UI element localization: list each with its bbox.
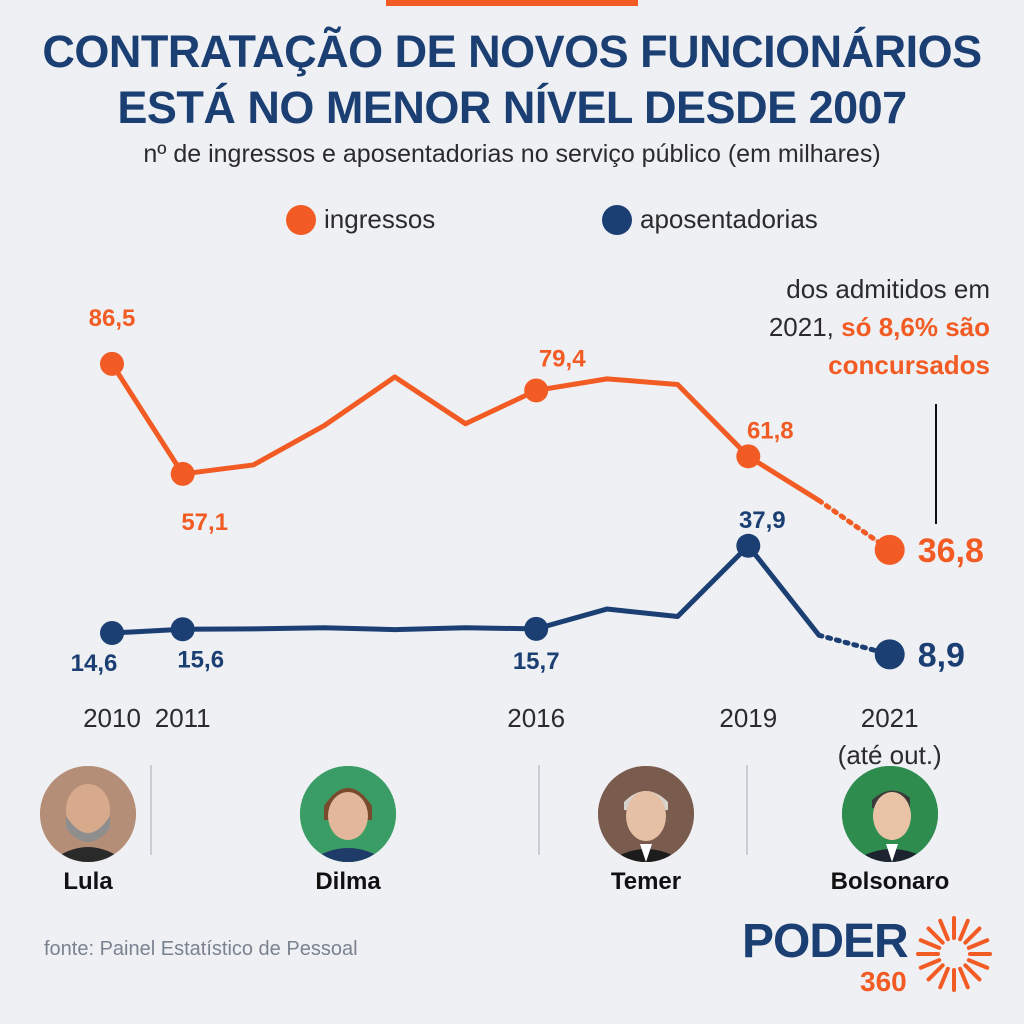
legend-label-ingressos: ingressos	[324, 204, 436, 234]
source-note: fonte: Painel Estatístico de Pessoal	[44, 938, 358, 960]
x-tick-label-2016: 2016	[507, 703, 565, 733]
point-ingressos-2010	[100, 351, 124, 376]
point-aposentadorias-2016	[524, 616, 549, 641]
legend-item-aposentadorias: aposentadorias	[602, 204, 818, 235]
logo-text: PODER	[742, 915, 909, 968]
x-tick-label-2010: 2010	[83, 703, 141, 733]
legend-label-aposentadorias: aposentadorias	[640, 204, 818, 234]
note-line-3-highlight: concursados	[828, 350, 990, 380]
sun-ray	[966, 938, 990, 950]
president-name-dilma: Dilma	[315, 868, 381, 895]
sun-ray	[963, 926, 982, 945]
legend-dot-ingressos	[286, 204, 316, 235]
sun-ray	[918, 938, 942, 950]
president-name-lula: Lula	[63, 868, 113, 895]
point-ingressos-2019	[736, 444, 761, 469]
annotation-note: dos admitidos em 2021, só 8,6% são concu…	[769, 270, 990, 384]
portrait-bolsonaro-art	[842, 766, 938, 862]
x-tick-label-2019: 2019	[719, 703, 777, 733]
sun-ray	[918, 958, 942, 970]
data-label-ingressos-2021: 36,8	[918, 532, 984, 570]
legend: ingressos aposentadorias	[0, 200, 1024, 240]
legend-dot-aposentadorias	[602, 204, 632, 235]
portrait-bolsonaro	[842, 766, 938, 862]
data-label-ingressos-2011: 57,1	[181, 509, 228, 536]
x-tick-sublabel-2021: (até out.)	[838, 740, 942, 770]
x-tick-label-2011: 2011	[155, 703, 211, 733]
point-ingressos-2011	[170, 461, 195, 486]
portrait-dilma-art	[300, 766, 396, 862]
subtitle: nº de ingressos e aposentadorias no serv…	[143, 140, 881, 168]
president-name-bolsonaro: Bolsonaro	[830, 868, 950, 895]
top-accent-bar	[386, 0, 638, 6]
note-line-1: dos admitidos em	[786, 274, 990, 304]
sun-ray	[938, 966, 950, 990]
x-tick-label-2021: 2021	[861, 703, 919, 733]
data-label-aposentadorias-2011: 15,6	[177, 646, 224, 673]
note-line-2-highlight: só 8,6% são	[841, 312, 990, 342]
divider-2	[538, 765, 540, 855]
sun-ray	[926, 926, 945, 945]
title-line-2: ESTÁ NO MENOR NÍVEL DESDE 2007	[117, 82, 907, 133]
title-line-1: CONTRATAÇÃO DE NOVOS FUNCIONÁRIOS	[42, 26, 982, 77]
note-line-2-pre: 2021,	[768, 312, 834, 342]
portrait-temer	[598, 766, 694, 862]
divider-1	[150, 765, 152, 855]
divider-3	[746, 765, 748, 855]
page-title: CONTRATAÇÃO DE NOVOS FUNCIONÁRIOS ESTÁ N…	[0, 24, 1024, 136]
data-label-aposentadorias-2021: 8,9	[918, 636, 965, 674]
series-line-ingressos	[109, 361, 822, 503]
data-label-aposentadorias-2016: 15,7	[513, 648, 560, 675]
data-label-aposentadorias-2019: 37,9	[739, 507, 786, 534]
sun-ray	[963, 963, 982, 982]
sun-ray	[938, 918, 950, 942]
point-aposentadorias-2011	[170, 617, 195, 642]
point-ingressos-2016	[524, 378, 549, 403]
data-label-ingressos-2010: 86,5	[89, 305, 136, 332]
data-label-aposentadorias-2010: 14,6	[71, 650, 118, 677]
portrait-dilma	[300, 766, 396, 862]
point-ingressos-2021	[874, 534, 905, 565]
sun-ray	[958, 918, 970, 942]
president-name-temer: Temer	[610, 868, 682, 895]
portrait-lula	[40, 766, 136, 862]
sun-ray	[926, 963, 945, 982]
logo-subtext: 360	[860, 966, 907, 997]
sun-ray	[958, 966, 970, 990]
legend-item-ingressos: ingressos	[286, 204, 435, 235]
sun-ray	[966, 958, 990, 970]
data-label-ingressos-2016: 79,4	[539, 345, 586, 372]
series-line-aposentadorias	[109, 543, 822, 638]
data-label-ingressos-2019: 61,8	[747, 417, 794, 444]
point-aposentadorias-2021	[874, 639, 905, 670]
portrait-temer-art	[598, 766, 694, 862]
portrait-lula-art	[40, 766, 136, 862]
point-aposentadorias-2019	[736, 533, 761, 558]
logo-sun-icon	[916, 916, 992, 992]
point-aposentadorias-2010	[100, 620, 124, 645]
